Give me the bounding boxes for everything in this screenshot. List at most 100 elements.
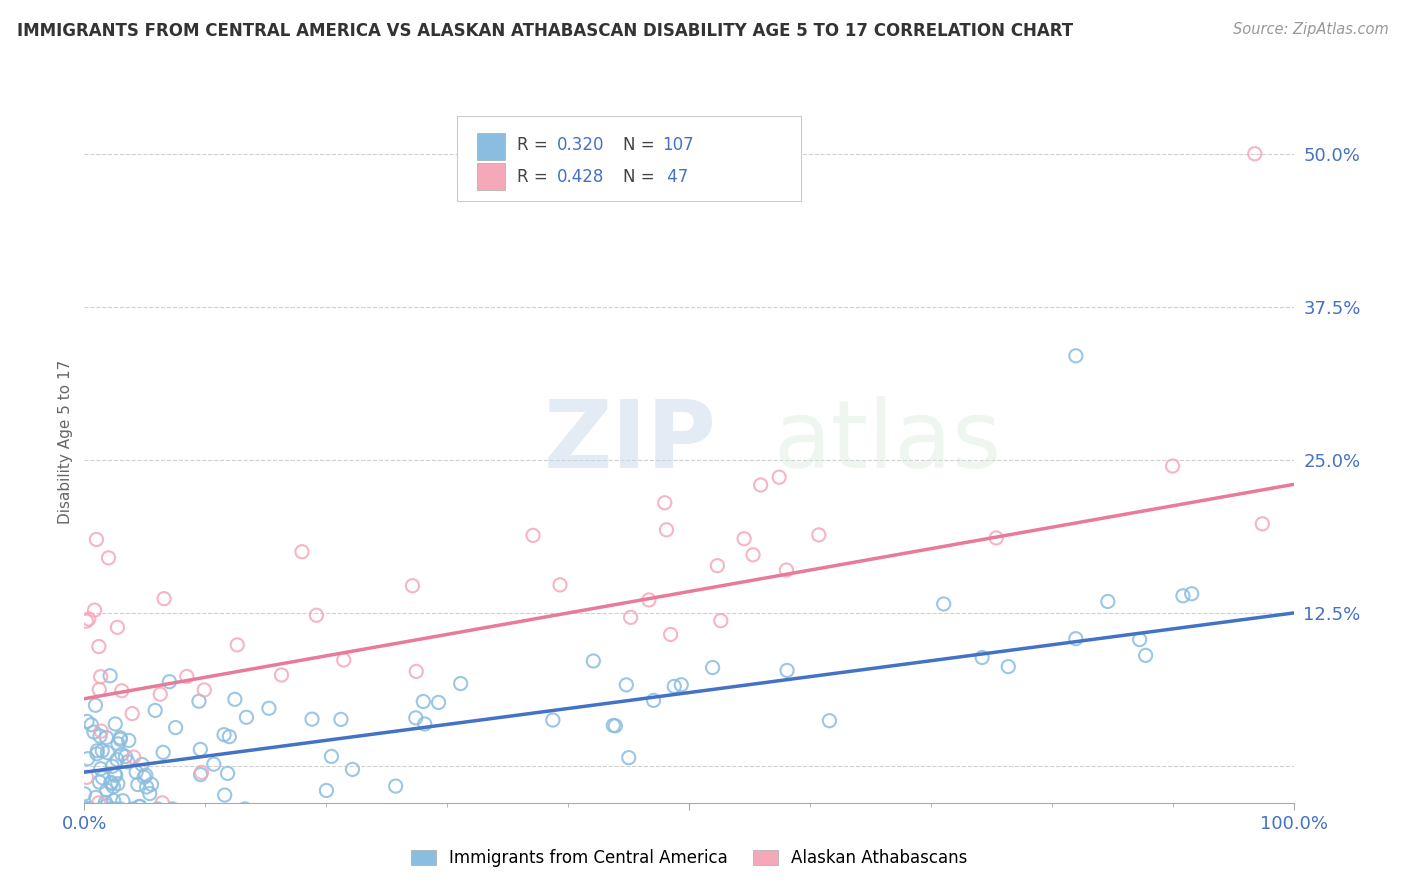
Point bbox=[107, 620, 129, 634]
Point bbox=[548, 578, 571, 592]
Point bbox=[97, 550, 120, 565]
Point bbox=[77, 802, 100, 816]
Point bbox=[602, 718, 624, 732]
Point bbox=[91, 744, 114, 758]
Point bbox=[997, 659, 1019, 673]
Point bbox=[315, 783, 337, 797]
Point bbox=[129, 799, 152, 814]
Point bbox=[103, 793, 125, 807]
Point bbox=[76, 752, 98, 766]
Text: IMMIGRANTS FROM CENTRAL AMERICA VS ALASKAN ATHABASCAN DISABILITY AGE 5 TO 17 COR: IMMIGRANTS FROM CENTRAL AMERICA VS ALASK… bbox=[17, 22, 1073, 40]
Point bbox=[75, 802, 97, 816]
Point bbox=[87, 640, 110, 654]
Point bbox=[702, 660, 724, 674]
Point bbox=[190, 765, 212, 780]
Point bbox=[90, 762, 112, 776]
Text: R =: R = bbox=[517, 136, 554, 154]
Point bbox=[143, 703, 166, 717]
Point bbox=[90, 670, 112, 684]
Point bbox=[153, 591, 176, 606]
Point bbox=[118, 733, 141, 747]
Point bbox=[110, 732, 132, 747]
Point bbox=[76, 714, 98, 729]
Point bbox=[84, 790, 107, 805]
Point bbox=[541, 713, 564, 727]
Point bbox=[305, 608, 328, 623]
Point bbox=[742, 548, 765, 562]
Point bbox=[818, 714, 841, 728]
Point bbox=[76, 770, 98, 784]
Point bbox=[202, 757, 225, 772]
Text: 47: 47 bbox=[662, 168, 689, 186]
Point bbox=[321, 749, 343, 764]
Point bbox=[98, 802, 121, 816]
Point bbox=[83, 603, 105, 617]
Point bbox=[582, 654, 605, 668]
Point bbox=[103, 780, 125, 794]
Point bbox=[291, 545, 314, 559]
Point bbox=[96, 783, 118, 797]
Point bbox=[103, 802, 125, 816]
Point bbox=[105, 753, 128, 767]
Point bbox=[617, 750, 640, 764]
Point bbox=[330, 713, 353, 727]
Point bbox=[94, 795, 117, 809]
Point bbox=[157, 674, 180, 689]
Point bbox=[1161, 458, 1184, 473]
Point bbox=[91, 771, 114, 785]
Point bbox=[412, 694, 434, 708]
Point bbox=[122, 750, 145, 764]
Point bbox=[131, 757, 153, 772]
Point bbox=[134, 770, 156, 784]
Point bbox=[86, 533, 108, 547]
Point bbox=[217, 766, 239, 780]
Point bbox=[212, 728, 235, 742]
Point bbox=[77, 802, 100, 816]
Point bbox=[450, 676, 472, 690]
Point bbox=[270, 668, 292, 682]
Point bbox=[104, 717, 127, 731]
Point bbox=[96, 798, 118, 813]
Legend: Immigrants from Central America, Alaskan Athabascans: Immigrants from Central America, Alaskan… bbox=[404, 843, 974, 874]
Point bbox=[637, 593, 659, 607]
Point bbox=[214, 788, 236, 802]
Text: ZIP: ZIP bbox=[544, 395, 717, 488]
Point bbox=[104, 768, 127, 782]
Point bbox=[776, 664, 799, 678]
Point bbox=[111, 683, 134, 698]
Point bbox=[643, 693, 665, 707]
Point bbox=[1243, 146, 1265, 161]
Text: 0.428: 0.428 bbox=[557, 168, 605, 186]
Point bbox=[108, 731, 131, 745]
Point bbox=[664, 679, 686, 693]
Point bbox=[384, 779, 406, 793]
Point bbox=[1129, 632, 1152, 647]
Point bbox=[86, 744, 108, 758]
Point bbox=[96, 746, 118, 760]
Point bbox=[146, 802, 169, 816]
Point bbox=[121, 706, 143, 721]
Point bbox=[226, 638, 249, 652]
Point bbox=[75, 614, 97, 628]
Y-axis label: Disability Age 5 to 17: Disability Age 5 to 17 bbox=[58, 359, 73, 524]
Point bbox=[405, 665, 427, 679]
Point bbox=[149, 687, 172, 701]
Point bbox=[706, 558, 728, 573]
Point bbox=[932, 597, 955, 611]
Point bbox=[135, 768, 157, 782]
Point bbox=[733, 532, 755, 546]
Text: R =: R = bbox=[517, 168, 554, 186]
Point bbox=[427, 695, 450, 709]
Point bbox=[768, 470, 790, 484]
Point bbox=[986, 531, 1008, 545]
Point bbox=[114, 749, 136, 764]
Point bbox=[98, 669, 121, 683]
Point bbox=[522, 528, 544, 542]
Point bbox=[176, 669, 198, 683]
Point bbox=[117, 755, 139, 769]
Text: N =: N = bbox=[623, 136, 659, 154]
Point bbox=[150, 796, 173, 810]
Point bbox=[89, 682, 111, 697]
Point bbox=[401, 579, 423, 593]
Point bbox=[77, 612, 100, 626]
